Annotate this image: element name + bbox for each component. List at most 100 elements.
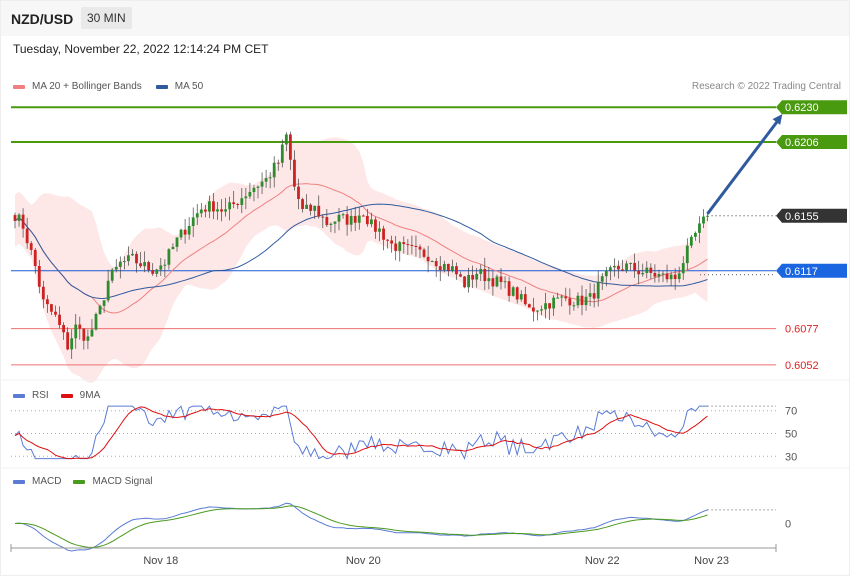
- candle-body: [527, 304, 531, 308]
- candle-body: [491, 278, 495, 287]
- candle-body: [21, 214, 25, 229]
- candle-body: [694, 232, 697, 237]
- candle-body: [175, 237, 179, 247]
- candle-body: [301, 199, 304, 209]
- candle-body: [633, 262, 637, 271]
- candle-body: [677, 273, 681, 280]
- candle-body: [402, 242, 406, 245]
- candle-body: [475, 273, 479, 280]
- candle-body: [345, 214, 349, 225]
- candle-body: [637, 270, 641, 275]
- candle-body: [698, 223, 701, 233]
- candle-body: [171, 246, 175, 250]
- candle-body: [374, 219, 377, 232]
- candle-body: [74, 324, 78, 339]
- legend-label-ma20: MA 20 + Bollinger Bands: [32, 81, 142, 92]
- price-label-0.6117: 0.6117: [785, 266, 818, 278]
- candle-body: [418, 246, 422, 250]
- candle-body: [321, 216, 325, 218]
- ma20-line: [14, 183, 708, 314]
- candle-body: [37, 266, 41, 287]
- macd-zero-label: 0: [785, 519, 791, 531]
- candle-body: [29, 243, 33, 250]
- candle-body: [515, 287, 519, 300]
- candle-body: [455, 266, 458, 275]
- candle-body: [365, 215, 369, 225]
- candle-body: [33, 249, 37, 267]
- candle-body: [604, 270, 608, 277]
- candle-body: [438, 266, 442, 271]
- candle-body: [706, 215, 709, 217]
- candle-body: [272, 162, 276, 178]
- candle-body: [608, 267, 612, 271]
- candle-body: [17, 214, 21, 221]
- candle-body: [313, 205, 317, 211]
- candle-body: [702, 216, 705, 224]
- candle-body: [576, 295, 580, 306]
- candle-body: [25, 228, 29, 244]
- candle-body: [410, 244, 414, 246]
- candle-body: [78, 324, 82, 329]
- legend-label-macd-signal: MACD Signal: [92, 476, 153, 487]
- projection-arrow-line: [706, 119, 780, 215]
- candle-body: [507, 281, 511, 296]
- legend-label-macd: MACD: [32, 476, 62, 487]
- candle-body: [317, 205, 321, 217]
- candle-body: [673, 274, 677, 280]
- legend-swatch-macd: [13, 479, 25, 484]
- rsi-level-label-70: 70: [785, 406, 797, 418]
- candle-body: [66, 332, 70, 350]
- candle-body: [183, 229, 187, 235]
- candle-body: [127, 255, 130, 262]
- candle-body: [398, 242, 402, 251]
- candle-body: [163, 264, 167, 266]
- candle-body: [357, 215, 361, 223]
- candle-body: [600, 276, 604, 282]
- candle-body: [232, 202, 236, 205]
- legend-label-ma50: MA 50: [174, 81, 204, 92]
- candle-body: [268, 177, 272, 179]
- candle-body: [135, 253, 138, 264]
- candle-body: [446, 263, 450, 271]
- candle-body: [94, 314, 98, 330]
- price-label-0.6052: 0.6052: [785, 360, 819, 372]
- candle-body: [284, 134, 288, 145]
- x-tick-label: Nov 20: [346, 555, 381, 567]
- legend-swatch-ma50: [155, 84, 168, 89]
- candle-body: [382, 228, 385, 240]
- candle-body: [325, 217, 329, 225]
- price-label-0.6077: 0.6077: [785, 324, 819, 336]
- candle-body: [208, 201, 211, 212]
- candle-body: [592, 293, 596, 299]
- legend-swatch-rsi: [13, 393, 25, 398]
- candle-body: [143, 262, 146, 267]
- candle-body: [260, 181, 264, 187]
- candle-body: [199, 209, 203, 214]
- candle-body: [122, 261, 126, 263]
- candle-body: [256, 186, 260, 188]
- candle-body: [155, 269, 159, 274]
- candle-body: [114, 266, 118, 270]
- candle-body: [568, 298, 572, 306]
- candle-body: [451, 266, 454, 271]
- candle-body: [361, 215, 365, 217]
- candle-body: [580, 295, 584, 306]
- candle-body: [309, 204, 313, 211]
- symbol-label: NZD/USD: [11, 11, 74, 27]
- candle-body: [681, 263, 685, 274]
- candle-body: [645, 267, 649, 273]
- candle-body: [293, 159, 296, 187]
- candle-body: [556, 297, 560, 299]
- projection-arrow-head: [772, 114, 783, 125]
- candle-body: [50, 304, 53, 312]
- timeframe-button[interactable]: 30 MIN: [81, 7, 132, 29]
- candle-body: [519, 294, 523, 300]
- candle-body: [248, 191, 252, 197]
- candle-body: [264, 178, 268, 182]
- candle-body: [459, 274, 462, 277]
- candle-body: [471, 274, 475, 280]
- candle-body: [463, 276, 466, 288]
- candle-body: [139, 263, 142, 267]
- candle-body: [467, 274, 470, 288]
